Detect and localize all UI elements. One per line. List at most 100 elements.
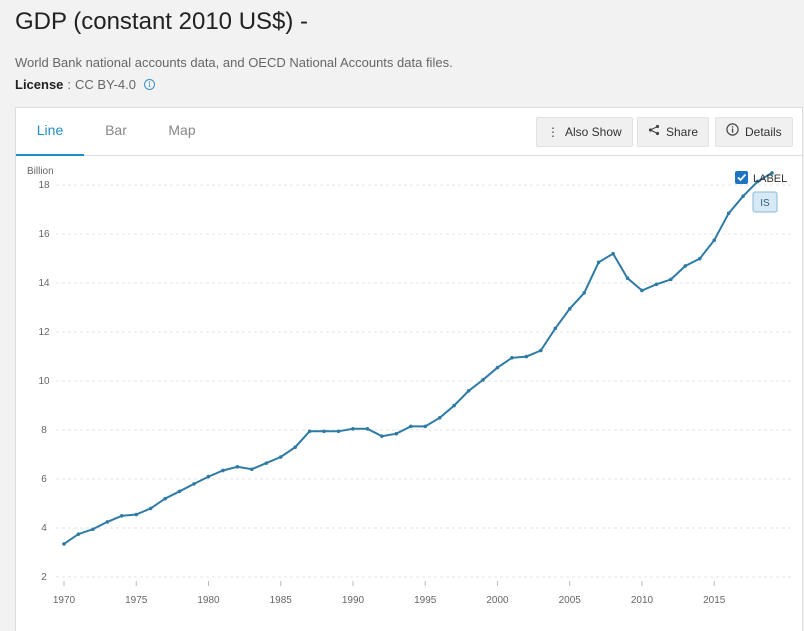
data-point[interactable] — [250, 467, 254, 472]
x-tick-label: 2010 — [631, 595, 654, 606]
data-point[interactable] — [567, 307, 572, 311]
data-point[interactable] — [307, 429, 312, 434]
also-show-button[interactable]: ⋮ Also Show — [536, 117, 633, 147]
y-tick-label: 4 — [41, 523, 47, 534]
tab-map[interactable]: Map — [168, 122, 196, 138]
data-point[interactable] — [206, 474, 211, 479]
x-tick-label: 1970 — [53, 595, 76, 606]
data-point[interactable] — [582, 291, 586, 295]
data-point[interactable] — [394, 431, 399, 436]
data-point[interactable] — [553, 326, 558, 331]
license-value: CC BY-4.0 — [75, 77, 136, 92]
data-point[interactable] — [221, 468, 225, 473]
chart-area: 2 4 6 8 10 12 14 16 18 1970 1975 1980 1985 1990 1995 2… — [16, 156, 804, 631]
data-point[interactable] — [423, 424, 428, 429]
data-point[interactable] — [640, 288, 644, 293]
data-point[interactable] — [380, 434, 384, 438]
data-point[interactable] — [437, 416, 442, 420]
share-button[interactable]: Share — [637, 117, 710, 147]
data-point[interactable] — [770, 171, 774, 175]
legend[interactable]: LABEL — [735, 171, 787, 185]
source-note: World Bank national accounts data, and O… — [15, 55, 453, 70]
data-points — [62, 171, 774, 546]
data-point[interactable] — [177, 489, 182, 494]
chart-tabs: Line Bar Map ⋮ Also Show Share — [16, 108, 802, 156]
y-tick-label: 18 — [38, 180, 50, 191]
data-point[interactable] — [611, 251, 615, 256]
data-point[interactable] — [510, 356, 514, 360]
more-vertical-icon: ⋮ — [547, 125, 559, 139]
data-point[interactable] — [669, 277, 673, 282]
y-tick-label: 6 — [41, 474, 47, 485]
also-show-label: Also Show — [565, 125, 622, 139]
x-tick-label: 1990 — [342, 595, 365, 606]
share-icon — [648, 117, 660, 147]
data-point[interactable] — [726, 211, 731, 216]
data-point[interactable] — [596, 260, 601, 265]
y-tick-label: 16 — [38, 229, 50, 240]
x-tick-label: 1980 — [197, 595, 220, 606]
info-icon[interactable]: i — [143, 79, 155, 90]
y-tick-label: 14 — [38, 278, 50, 289]
license-row: License : CC BY-4.0 i — [15, 77, 155, 92]
data-point[interactable] — [278, 455, 283, 459]
series-line — [63, 172, 773, 545]
data-point[interactable] — [755, 179, 760, 184]
data-point[interactable] — [408, 424, 413, 429]
data-point[interactable] — [322, 429, 326, 434]
data-point[interactable] — [495, 365, 500, 370]
data-point[interactable] — [654, 282, 659, 287]
tab-line[interactable]: Line — [16, 108, 84, 156]
data-point[interactable] — [351, 427, 355, 431]
details-label: Details — [745, 125, 782, 139]
share-label: Share — [666, 125, 699, 139]
data-point[interactable] — [452, 403, 456, 408]
license-separator: : — [67, 77, 72, 92]
line-chart: 2 4 6 8 10 12 14 16 18 1970 1975 1980 1985 1990 1995 2… — [27, 166, 791, 606]
data-point[interactable] — [105, 520, 110, 524]
check-icon — [737, 173, 747, 182]
data-point[interactable] — [235, 464, 240, 469]
data-point[interactable] — [697, 256, 702, 261]
details-button[interactable]: Details — [715, 117, 793, 147]
tab-bar[interactable]: Bar — [105, 122, 127, 138]
x-tick-label: 1985 — [270, 595, 293, 606]
data-point[interactable] — [148, 506, 153, 511]
x-tick-label: 2005 — [559, 595, 582, 606]
data-point[interactable] — [539, 348, 543, 353]
x-axis: 1970 1975 1980 1985 1990 1995 2000 2005 2010 2015 — [53, 581, 726, 606]
y-tick-label: 12 — [38, 327, 50, 338]
y-tick-label: 10 — [38, 376, 50, 387]
data-point[interactable] — [264, 461, 269, 465]
data-point[interactable] — [293, 445, 297, 449]
data-point[interactable] — [625, 276, 630, 281]
data-point[interactable] — [741, 194, 745, 198]
page-title: GDP (constant 2010 US$) - — [15, 8, 309, 35]
x-tick-label: 1995 — [414, 595, 437, 606]
data-point[interactable] — [683, 264, 688, 268]
data-point[interactable] — [192, 482, 196, 486]
x-tick-label: 1975 — [125, 595, 148, 606]
data-point[interactable] — [524, 354, 529, 359]
data-point[interactable] — [91, 527, 95, 532]
data-point[interactable] — [481, 378, 485, 382]
grid-lines — [56, 184, 791, 578]
legend-checkbox[interactable] — [735, 171, 748, 184]
data-point[interactable] — [163, 496, 167, 501]
data-point[interactable] — [134, 512, 139, 517]
x-tick-label: 2015 — [703, 595, 726, 606]
data-point[interactable] — [466, 389, 471, 393]
data-point[interactable] — [76, 532, 81, 536]
data-point[interactable] — [712, 238, 717, 243]
data-point[interactable] — [119, 513, 124, 518]
y-axis-label: Billion — [27, 166, 54, 177]
data-point[interactable] — [336, 429, 341, 434]
y-tick-label: 2 — [41, 572, 47, 583]
y-tick-label: 8 — [41, 425, 47, 436]
series-tag-box — [752, 191, 778, 213]
x-tick-label: 2000 — [486, 595, 509, 606]
data-point[interactable] — [62, 542, 66, 546]
data-point[interactable] — [365, 427, 370, 431]
license-label: License — [15, 77, 64, 92]
series-tag: IS — [752, 191, 778, 213]
